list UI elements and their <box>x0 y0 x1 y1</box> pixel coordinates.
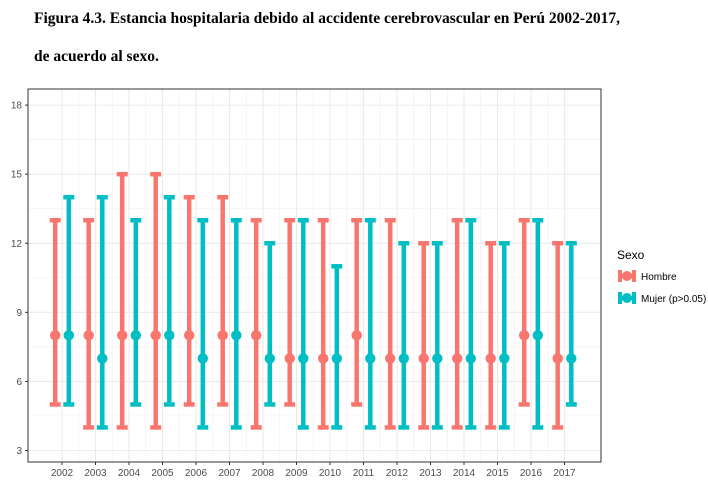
legend-label-mujer: Mujer (p>0.05) <box>641 294 706 305</box>
plot-border <box>27 88 602 463</box>
point-hombre <box>217 330 228 341</box>
figure-caption-line-2: de acuerdo al sexo. <box>34 48 159 65</box>
point-hombre <box>485 353 496 364</box>
point-mujer <box>197 353 208 364</box>
x-tick-label: 2006 <box>185 468 208 479</box>
point-mujer <box>566 353 577 364</box>
point-hombre <box>50 330 61 341</box>
x-tick-label: 2005 <box>151 468 174 479</box>
y-tick-label: 6 <box>16 377 22 388</box>
point-mujer <box>164 330 175 341</box>
y-axis: 3 6 9 12 15 18 <box>11 101 28 457</box>
point-mujer <box>365 353 376 364</box>
x-axis: 2002 2003 2004 2005 2006 2007 2008 2009 2010 2011… <box>51 462 576 479</box>
x-tick-label: 2017 <box>553 468 576 479</box>
x-tick-label: 2009 <box>285 468 308 479</box>
point-hombre <box>83 330 94 341</box>
y-tick-label: 12 <box>11 239 23 250</box>
point-hombre <box>519 330 530 341</box>
point-mujer <box>398 353 409 364</box>
point-hombre <box>452 353 463 364</box>
point-mujer <box>264 353 275 364</box>
point-mujer <box>331 353 342 364</box>
point-mujer <box>532 330 543 341</box>
data-points <box>50 330 577 364</box>
point-hombre <box>385 353 396 364</box>
x-tick-label: 2002 <box>51 468 74 479</box>
point-hombre <box>351 330 362 341</box>
legend-label-hombre: Hombre <box>641 272 677 283</box>
y-tick-label: 18 <box>11 101 23 112</box>
point-mujer <box>63 330 74 341</box>
point-hombre <box>284 353 295 364</box>
x-tick-label: 2014 <box>453 468 476 479</box>
x-tick-label: 2003 <box>84 468 107 479</box>
point-hombre <box>251 330 262 341</box>
point-mujer <box>130 330 141 341</box>
y-tick-label: 3 <box>16 446 22 457</box>
legend-item-hombre: Hombre <box>618 270 677 283</box>
point-mujer <box>432 353 443 364</box>
x-tick-label: 2007 <box>218 468 241 479</box>
error-bars <box>49 171 577 430</box>
point-hombre <box>318 353 329 364</box>
y-tick-label: 9 <box>16 308 22 319</box>
point-hombre <box>150 330 161 341</box>
legend-title: Sexo <box>617 248 645 262</box>
x-tick-label: 2015 <box>486 468 509 479</box>
figure-caption-line-1: Figura 4.3. Estancia hospitalaria debido… <box>34 10 620 27</box>
point-hombre <box>418 353 429 364</box>
legend: Sexo Hombre Mujer (p>0.05) <box>617 248 706 305</box>
x-tick-label: 2012 <box>386 468 409 479</box>
point-hombre <box>117 330 128 341</box>
point-mujer <box>97 353 108 364</box>
point-mujer <box>499 353 510 364</box>
point-mujer <box>465 353 476 364</box>
x-tick-label: 2004 <box>118 468 141 479</box>
y-tick-label: 15 <box>11 170 23 181</box>
x-tick-label: 2008 <box>252 468 275 479</box>
legend-item-mujer: Mujer (p>0.05) <box>618 292 706 305</box>
legend-key-hombre-point <box>622 271 632 281</box>
x-tick-label: 2013 <box>419 468 442 479</box>
point-mujer <box>231 330 242 341</box>
x-tick-label: 2011 <box>353 468 375 479</box>
legend-key-mujer-point <box>622 293 632 303</box>
x-tick-label: 2010 <box>319 468 342 479</box>
point-hombre <box>184 330 195 341</box>
point-mujer <box>298 353 309 364</box>
point-hombre <box>552 353 563 364</box>
x-tick-label: 2016 <box>520 468 543 479</box>
plot-background <box>28 89 601 462</box>
